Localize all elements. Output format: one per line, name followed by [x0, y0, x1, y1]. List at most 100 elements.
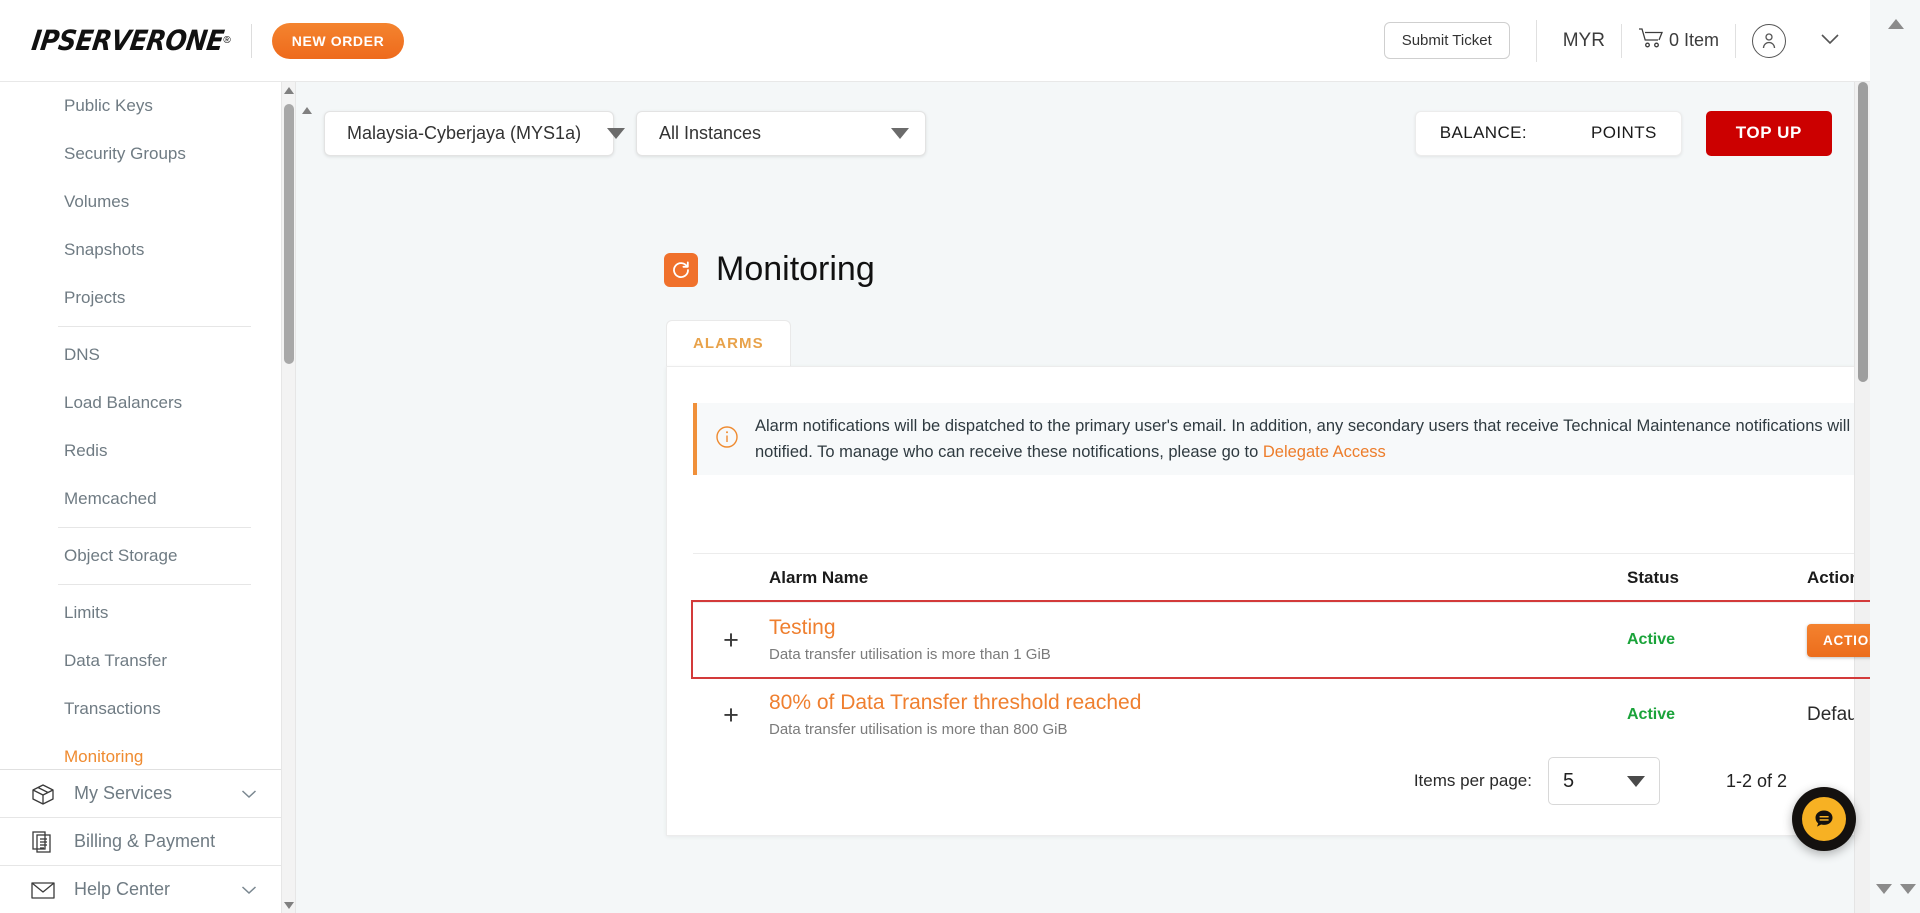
items-per-page-select[interactable]: 5 [1547, 757, 1660, 805]
sidebar-item-data-transfer[interactable]: Data Transfer [0, 637, 281, 685]
top-bar: IPSERVERONE ® NEW ORDER Submit Ticket MY… [0, 0, 1870, 82]
delegate-access-link[interactable]: Delegate Access [1262, 443, 1386, 461]
sidebar-item-snapshots[interactable]: Snapshots [0, 226, 281, 274]
sidebar-item-label: Transactions [64, 699, 161, 718]
alarm-name-cell: 80% of Data Transfer threshold reached Da… [769, 678, 1627, 752]
pagination-range-label: 1-2 of 2 [1725, 770, 1787, 791]
chat-support-button[interactable] [1792, 787, 1856, 851]
points-label: POINTS [1591, 123, 1657, 142]
alarms-card: Alarm notifications will be dispatched t… [666, 366, 1870, 836]
sidebar-item-redis[interactable]: Redis [0, 427, 281, 475]
new-order-button[interactable]: NEW ORDER [271, 22, 405, 59]
page-title: Monitoring [716, 250, 875, 288]
submit-ticket-button[interactable]: Submit Ticket [1383, 22, 1510, 59]
scrollbar-thumb[interactable] [284, 104, 294, 364]
scroll-up-arrow-icon[interactable] [282, 82, 295, 98]
sidebar-item-label: Snapshots [64, 240, 145, 259]
balance-label: BALANCE: [1439, 123, 1528, 142]
status-cell: Active [1627, 706, 1807, 724]
sidebar-item-my-services[interactable]: My Services [0, 769, 281, 817]
main-scrollbar[interactable] [1854, 82, 1870, 913]
sidebar-item-label: Volumes [64, 192, 130, 211]
sidebar-item-monitoring[interactable]: Monitoring [0, 733, 281, 781]
sidebar-item-volumes[interactable]: Volumes [0, 178, 281, 226]
envelope-icon [26, 879, 60, 901]
main-content: Malaysia-Cyberjaya (MYS1a) All Instances… [296, 82, 1870, 913]
cart-item-count: 0 Item [1668, 30, 1719, 50]
sidebar-item-projects[interactable]: Projects [0, 274, 281, 322]
header-divider [1735, 23, 1736, 58]
refresh-monitor-icon [664, 252, 698, 287]
sidebar-item-dns[interactable]: DNS [0, 331, 281, 379]
avatar[interactable] [1752, 23, 1786, 58]
chevron-down-icon[interactable] [1820, 32, 1840, 50]
sidebar-item-security-groups[interactable]: Security Groups [0, 130, 281, 178]
scroll-up-arrow-icon[interactable] [302, 90, 312, 114]
sidebar-item-label: Limits [64, 603, 109, 622]
scroll-down-arrow-icon[interactable] [1876, 881, 1892, 899]
scrollbar-thumb[interactable] [1858, 82, 1868, 382]
table-header-row: Alarm Name Status Actions [693, 554, 1870, 602]
scroll-up-arrow-icon[interactable] [1888, 16, 1904, 34]
header-divider [1535, 19, 1537, 62]
sidebar-item-label: Monitoring [64, 747, 144, 766]
status-badge: Active [1627, 706, 1676, 723]
instances-select-value: All Instances [659, 122, 762, 143]
table-body: + Testing Data transfer utilisation is mor… [691, 600, 1870, 752]
balance-display[interactable]: BALANCE: POINTS [1414, 110, 1682, 156]
page-scrollbar[interactable] [1870, 0, 1920, 913]
alarm-notification-banner: Alarm notifications will be dispatched t… [693, 403, 1870, 475]
sidebar-item-limits[interactable]: Limits [0, 589, 281, 637]
chevron-down-icon [241, 879, 257, 900]
filter-bar: Malaysia-Cyberjaya (MYS1a) All Instances… [324, 104, 1832, 162]
alarm-description: Data transfer utilisation is more than 1… [769, 646, 1051, 663]
top-up-button[interactable]: TOP UP [1705, 110, 1832, 156]
info-circle-icon [715, 425, 739, 454]
scroll-down-arrow-icon[interactable] [1900, 881, 1916, 899]
sidebar-item-label: Redis [64, 441, 108, 460]
currency-label: MYR [1562, 29, 1605, 51]
scroll-down-arrow-icon[interactable] [282, 897, 295, 913]
row-actions-button[interactable]: ACTIONS [1807, 623, 1870, 657]
sidebar-item-label: Load Balancers [64, 393, 183, 412]
status-cell: Active [1627, 631, 1807, 649]
sidebar-item-label: Public Keys [64, 96, 153, 115]
sidebar-scrollbar[interactable] [281, 82, 295, 913]
items-per-page-label: Items per page: [1413, 771, 1532, 790]
instances-select[interactable]: All Instances [636, 110, 926, 156]
sidebar-item-load-balancers[interactable]: Load Balancers [0, 379, 281, 427]
tab-strip: ALARMS [666, 320, 1870, 366]
chevron-down-icon [1626, 770, 1645, 793]
sidebar: Public Keys Security Groups Volumes Snapsho… [0, 82, 296, 913]
page-title-row: Monitoring [664, 250, 875, 289]
alarm-name-link[interactable]: Testing [769, 616, 836, 639]
sidebar-item-public-keys[interactable]: Public Keys [0, 82, 281, 130]
table-header-alarm-name: Alarm Name [769, 568, 869, 587]
main-left-strip [296, 82, 324, 913]
sidebar-item-label: Billing & Payment [74, 831, 216, 851]
sidebar-item-help-center[interactable]: Help Center [0, 865, 281, 913]
plus-icon[interactable]: + [723, 699, 739, 730]
region-select[interactable]: Malaysia-Cyberjaya (MYS1a) [324, 110, 626, 156]
table-row[interactable]: + Testing Data transfer utilisation is mor… [691, 600, 1870, 679]
sidebar-item-label: Object Storage [64, 546, 178, 565]
status-badge: Active [1627, 631, 1676, 648]
sidebar-item-label: My Services [74, 783, 173, 803]
cart-button[interactable]: 0 Item [1638, 27, 1719, 54]
sidebar-item-billing-payment[interactable]: Billing & Payment [0, 817, 281, 865]
paginator: Items per page: 5 1-2 of 2 [693, 753, 1870, 809]
sidebar-item-memcached[interactable]: Memcached [0, 475, 281, 523]
table-header-status: Status [1627, 568, 1679, 587]
shopping-cart-icon [1638, 27, 1664, 54]
chevron-down-icon [865, 123, 909, 144]
tab-alarms[interactable]: ALARMS [666, 320, 791, 366]
alarms-table: Alarm Name Status Actions + Testing Data t… [691, 553, 1870, 752]
alarm-name-link[interactable]: 80% of Data Transfer threshold reached [769, 691, 1142, 714]
sidebar-item-object-storage[interactable]: Object Storage [0, 532, 281, 580]
sidebar-item-transactions[interactable]: Transactions [0, 685, 281, 733]
plus-icon[interactable]: + [723, 624, 739, 655]
brand-logo[interactable]: IPSERVERONE ® [30, 24, 231, 56]
sidebar-item-label: DNS [64, 345, 100, 364]
table-row[interactable]: +80% of Data Transfer threshold reached D… [693, 677, 1870, 752]
invoice-icon [26, 830, 60, 854]
